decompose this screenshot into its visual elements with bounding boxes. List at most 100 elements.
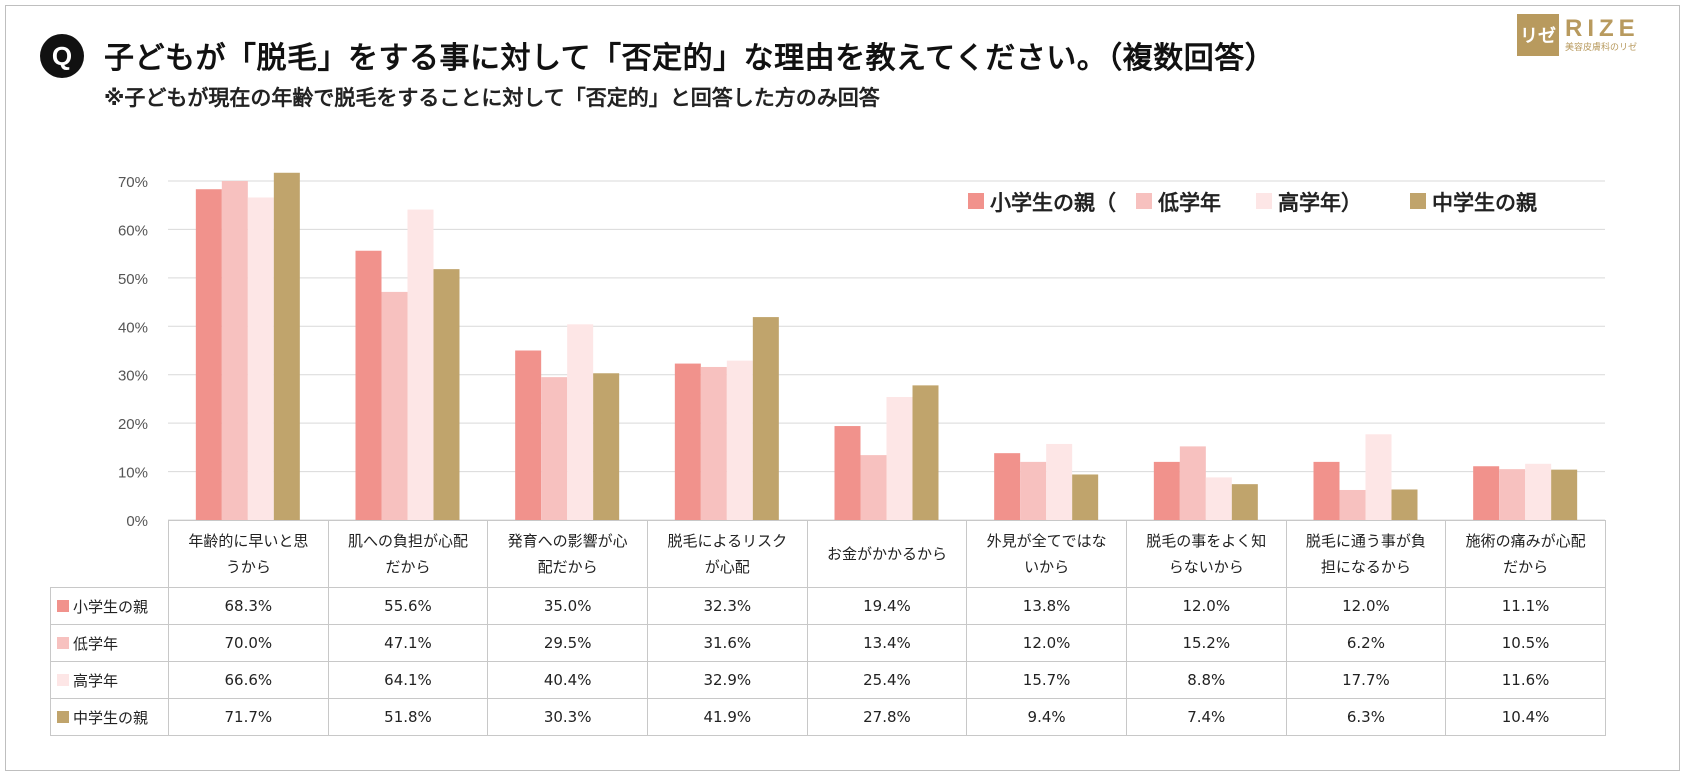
data-label: 8.8% (1125, 661, 1287, 699)
legend-swatch-中学生の親 (1410, 193, 1426, 209)
category-label-line: 配だから (537, 558, 598, 576)
bar-中学生の親-6 (1072, 474, 1099, 520)
data-label: 7.4% (1125, 698, 1287, 736)
data-label: 10.5% (1445, 624, 1606, 662)
data-label: 9.4% (966, 698, 1127, 736)
category-label: 施術の痛みが心配 だから (1445, 520, 1606, 588)
bar-高学年-9 (1525, 463, 1552, 520)
category-label-line: だから (385, 558, 431, 576)
category-label-line: うから (225, 558, 271, 576)
logo-text: RIZE 美容皮膚科のリゼ (1565, 16, 1640, 54)
table-row: 中学生の親 71.7% 51.8% 30.3% 41.9% 27.8% 9.4% 7.4% 6.… (50, 698, 1606, 736)
bar-小学生の親-5 (834, 426, 861, 520)
y-tick-label: 30% (118, 368, 148, 385)
data-label: 41.9% (646, 698, 808, 736)
data-label: 13.8% (966, 587, 1127, 625)
category-label-line: 発育への影響が心 (507, 532, 628, 550)
bar-低学年-7 (1179, 446, 1206, 520)
data-label: 31.6% (646, 624, 808, 662)
category-label: 脱毛の事をよく知 らないから (1125, 520, 1287, 588)
data-label: 47.1% (327, 624, 489, 662)
category-label: 脱毛によるリスク が心配 (646, 520, 808, 588)
series-key-swatch (57, 674, 69, 686)
y-tick-label: 10% (118, 465, 148, 482)
chart-title: 子どもが「脱毛」をする事に対して「否定的」な理由を教えてください。（複数回答） (104, 41, 1276, 76)
y-tick-label: 60% (118, 222, 148, 239)
bar-高学年-1 (247, 197, 274, 521)
data-label: 17.7% (1285, 661, 1447, 699)
category-label-line: 脱毛に通う事が負 (1305, 532, 1426, 550)
bar-高学年-2 (407, 209, 434, 520)
category-label: 肌への負担が心配 だから (327, 520, 489, 588)
y-tick-label: 70% (118, 174, 148, 191)
bar-低学年-9 (1499, 469, 1526, 520)
chart-subtitle: ※子どもが現在の年齢で脱毛をすることに対して「否定的」と回答した方のみ回答 (104, 86, 880, 110)
category-label: 脱毛に通う事が負 担になるから (1285, 520, 1447, 588)
category-label-line: お金がかかるから (826, 545, 947, 563)
bar-低学年-1 (221, 181, 248, 520)
y-tick-label: 20% (118, 416, 148, 433)
data-label: 35.0% (487, 587, 648, 625)
data-label: 6.2% (1285, 624, 1447, 662)
data-label: 55.6% (327, 587, 489, 625)
category-label-line: 脱毛の事をよく知 (1146, 532, 1267, 550)
data-label: 32.9% (646, 661, 808, 699)
category-label-line: らないから (1168, 558, 1244, 576)
data-label: 10.4% (1445, 698, 1606, 736)
series-key-swatch (57, 637, 69, 649)
series-label: 小学生の親 (50, 587, 169, 625)
logo-tagline: 美容皮膚科のリゼ (1565, 43, 1638, 53)
category-label: 外見が全てではな いから (966, 520, 1127, 588)
legend-label-小学生の親（: 小学生の親（ (990, 191, 1116, 215)
data-label: 12.0% (966, 624, 1127, 662)
category-label: お金がかかるから (806, 520, 968, 588)
series-name: 小学生の親 (73, 597, 149, 616)
data-label: 27.8% (806, 698, 968, 736)
bar-中学生の親-9 (1551, 469, 1578, 520)
data-label: 25.4% (806, 661, 968, 699)
category-label-line: が心配 (704, 558, 750, 576)
bar-小学生の親-9 (1473, 466, 1500, 520)
data-label: 12.0% (1285, 587, 1447, 625)
bar-中学生の親-2 (433, 269, 460, 520)
data-label: 6.3% (1285, 698, 1447, 736)
data-label: 30.3% (487, 698, 648, 736)
series-name: 高学年 (73, 671, 119, 690)
category-label-line: 施術の痛みが心配 (1465, 532, 1586, 550)
bar-低学年-8 (1339, 489, 1366, 520)
logo-mark: リゼ (1517, 14, 1559, 56)
data-label: 32.3% (646, 587, 808, 625)
data-label: 64.1% (327, 661, 489, 699)
category-label-line: 脱毛によるリスク (667, 532, 788, 550)
bar-中学生の親-4 (752, 317, 779, 520)
data-label: 68.3% (168, 587, 329, 625)
table-row: 低学年 70.0% 47.1% 29.5% 31.6% 13.4% 12.0% 15.2% 6.… (50, 624, 1606, 662)
data-label: 13.4% (806, 624, 968, 662)
bar-中学生の親-1 (273, 172, 300, 520)
bar-小学生の親-2 (355, 250, 382, 521)
bar-中学生の親-7 (1231, 484, 1258, 520)
question-badge: Q (40, 34, 84, 78)
bar-低学年-5 (860, 455, 887, 520)
data-label: 51.8% (327, 698, 489, 736)
bar-高学年-5 (886, 396, 913, 520)
data-label: 12.0% (1125, 587, 1287, 625)
data-label: 71.7% (168, 698, 329, 736)
bar-高学年-7 (1205, 477, 1232, 520)
bar-中学生の親-5 (912, 385, 939, 520)
bar-低学年-2 (381, 291, 408, 520)
series-name: 中学生の親 (73, 708, 149, 727)
category-label-line: 外見が全てではな (986, 532, 1107, 550)
bar-低学年-6 (1020, 461, 1047, 520)
data-table: 年齢的に早いと思 うから 肌への負担が心配 だから 発育への影響が心 配だから 脱毛によるリ… (50, 520, 1606, 736)
table-row: 小学生の親 68.3% 55.6% 35.0% 32.3% 19.4% 13.8% 12.0%… (50, 587, 1606, 625)
bar-高学年-4 (726, 360, 753, 520)
series-key-swatch (57, 600, 69, 612)
category-label-line: だから (1503, 558, 1549, 576)
bar-小学生の親-4 (674, 363, 701, 520)
legend-swatch-低学年 (1136, 193, 1152, 209)
data-label: 70.0% (168, 624, 329, 662)
series-key-swatch (57, 711, 69, 723)
bar-中学生の親-8 (1391, 489, 1418, 520)
